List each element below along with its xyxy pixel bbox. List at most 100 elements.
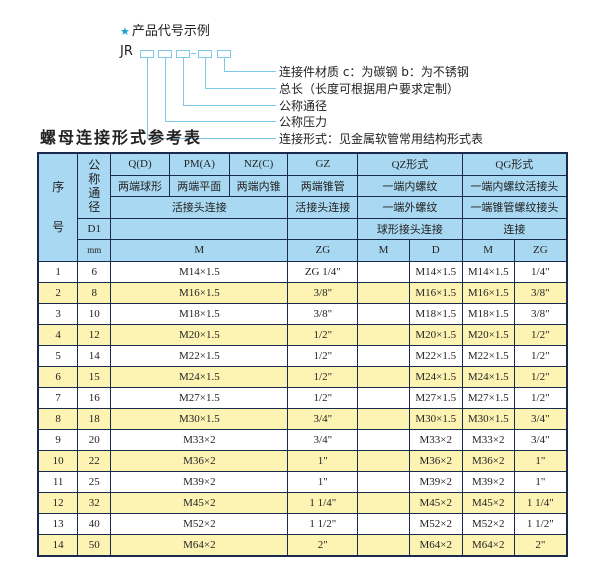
header-nominal-label: 公称通径 [88, 157, 101, 214]
cell-nominal: 15 [77, 365, 112, 388]
cell-qz-d: M36×2 [408, 449, 463, 472]
table-row: 10 22 M36×2 1" M36×2 M36×2 1" [37, 449, 568, 472]
cell-m: M27×1.5 [110, 386, 289, 409]
cell-qg-m: M33×2 [461, 428, 515, 451]
cell-zg: 3/8" [287, 302, 359, 325]
cell-seq: 5 [37, 344, 79, 367]
cell-qz-m [357, 449, 410, 472]
connector-line [165, 121, 276, 122]
header-qz-d: D [408, 239, 463, 262]
star-icon: ★ [120, 25, 130, 38]
cell-qz-d: M22×1.5 [408, 344, 463, 367]
cell-qz-d: M52×2 [408, 512, 463, 535]
header-qz-desc3: 球形接头连接 [357, 217, 463, 240]
cell-seq: 4 [37, 323, 79, 346]
cell-nominal: 25 [77, 470, 112, 493]
cell-qz-d: M33×2 [408, 428, 463, 451]
cell-qg-zg: 1/4" [513, 260, 568, 283]
cell-m: M45×2 [110, 491, 289, 514]
header-seq-label: 序号 [52, 180, 65, 235]
header-nz: NZ(C) [228, 152, 289, 176]
cell-zg: 1/2" [287, 344, 359, 367]
cell-qg-zg: 3/4" [513, 407, 568, 430]
legend-length: 总长（长度可根据用户要求定制） [279, 82, 460, 96]
cell-qz-d: M30×1.5 [408, 407, 463, 430]
connector-line [147, 58, 148, 138]
table-row: 9 20 M33×2 3/4" M33×2 M33×2 3/4" [37, 428, 568, 451]
table-row: 11 25 M39×2 1" M39×2 M39×2 1" [37, 470, 568, 493]
cell-seq: 7 [37, 386, 79, 409]
header-gz-desc: 两端锥管 [287, 174, 359, 197]
table-row: 4 12 M20×1.5 1/2" M20×1.5 M20×1.5 1/2" [37, 323, 568, 346]
header-mm: mm [77, 239, 112, 262]
header-seq: 序号 [37, 152, 79, 262]
cell-zg: 1/2" [287, 323, 359, 346]
cell-qz-m [357, 281, 410, 304]
cell-qg-m: M45×2 [461, 491, 515, 514]
legend-material: 连接件材质 c：为碳钢 b：为不锈钢 [279, 65, 469, 79]
cell-nominal: 20 [77, 428, 112, 451]
cell-qz-d: M45×2 [408, 491, 463, 514]
cell-seq: 2 [37, 281, 79, 304]
cell-qg-zg: 1 1/4" [513, 491, 568, 514]
connector-line [224, 71, 276, 72]
cell-seq: 9 [37, 428, 79, 451]
cell-zg: 3/8" [287, 281, 359, 304]
header-qz-m: M [357, 239, 410, 262]
cell-qg-m: M64×2 [461, 533, 515, 556]
header-q-desc: 两端球形 [110, 174, 170, 197]
header-empty [110, 217, 289, 240]
cell-seq: 12 [37, 491, 79, 514]
table-row: 8 18 M30×1.5 3/4" M30×1.5 M30×1.5 3/4" [37, 407, 568, 430]
cell-seq: 13 [37, 512, 79, 535]
header-gz-union: 活接头连接 [287, 196, 359, 219]
cell-zg: 1 1/2" [287, 512, 359, 535]
table-row: 12 32 M45×2 1 1/4" M45×2 M45×2 1 1/4" [37, 491, 568, 514]
cell-qz-m [357, 491, 410, 514]
cell-m: M64×2 [110, 533, 289, 556]
legend-title: ★ 产品代号示例 [120, 24, 210, 39]
table-row: 7 16 M27×1.5 1/2" M27×1.5 M27×1.5 1/2" [37, 386, 568, 409]
cell-m: M24×1.5 [110, 365, 289, 388]
cell-qg-m: M16×1.5 [461, 281, 515, 304]
cell-qg-m: M52×2 [461, 512, 515, 535]
cell-nominal: 8 [77, 281, 112, 304]
cell-nominal: 6 [77, 260, 112, 283]
cell-qz-d: M14×1.5 [408, 260, 463, 283]
connector-line [205, 88, 276, 89]
cell-m: M22×1.5 [110, 344, 289, 367]
cell-qg-m: M22×1.5 [461, 344, 515, 367]
header-m: M [110, 239, 289, 262]
cell-qg-m: M14×1.5 [461, 260, 515, 283]
cell-m: M39×2 [110, 470, 289, 493]
cell-qg-m: M18×1.5 [461, 302, 515, 325]
cell-qz-m [357, 512, 410, 535]
connector-line [183, 58, 184, 105]
cell-nominal: 22 [77, 449, 112, 472]
cell-qz-m [357, 428, 410, 451]
code-box [140, 50, 154, 58]
cell-qz-d: M20×1.5 [408, 323, 463, 346]
cell-nominal: 14 [77, 344, 112, 367]
cell-zg: 3/4" [287, 428, 359, 451]
header-qg: QG形式 [461, 152, 568, 176]
cell-m: M30×1.5 [110, 407, 289, 430]
connector-line [165, 58, 166, 121]
cell-qz-d: M39×2 [408, 470, 463, 493]
cell-zg: 2" [287, 533, 359, 556]
header-pm: PM(A) [168, 152, 230, 176]
cell-qg-zg: 1/2" [513, 323, 568, 346]
header-qg-desc3: 连接 [461, 217, 568, 240]
cell-m: M14×1.5 [110, 260, 289, 283]
cell-qg-zg: 1 1/2" [513, 512, 568, 535]
cell-qg-zg: 1" [513, 449, 568, 472]
cell-qz-m [357, 407, 410, 430]
cell-qg-zg: 3/4" [513, 428, 568, 451]
table-row: 6 15 M24×1.5 1/2" M24×1.5 M24×1.5 1/2" [37, 365, 568, 388]
header-qg-zg: ZG [513, 239, 568, 262]
cell-qg-zg: 3/8" [513, 281, 568, 304]
header-pm-desc: 两端平面 [168, 174, 230, 197]
cell-m: M16×1.5 [110, 281, 289, 304]
cell-seq: 3 [37, 302, 79, 325]
cell-qz-m [357, 470, 410, 493]
